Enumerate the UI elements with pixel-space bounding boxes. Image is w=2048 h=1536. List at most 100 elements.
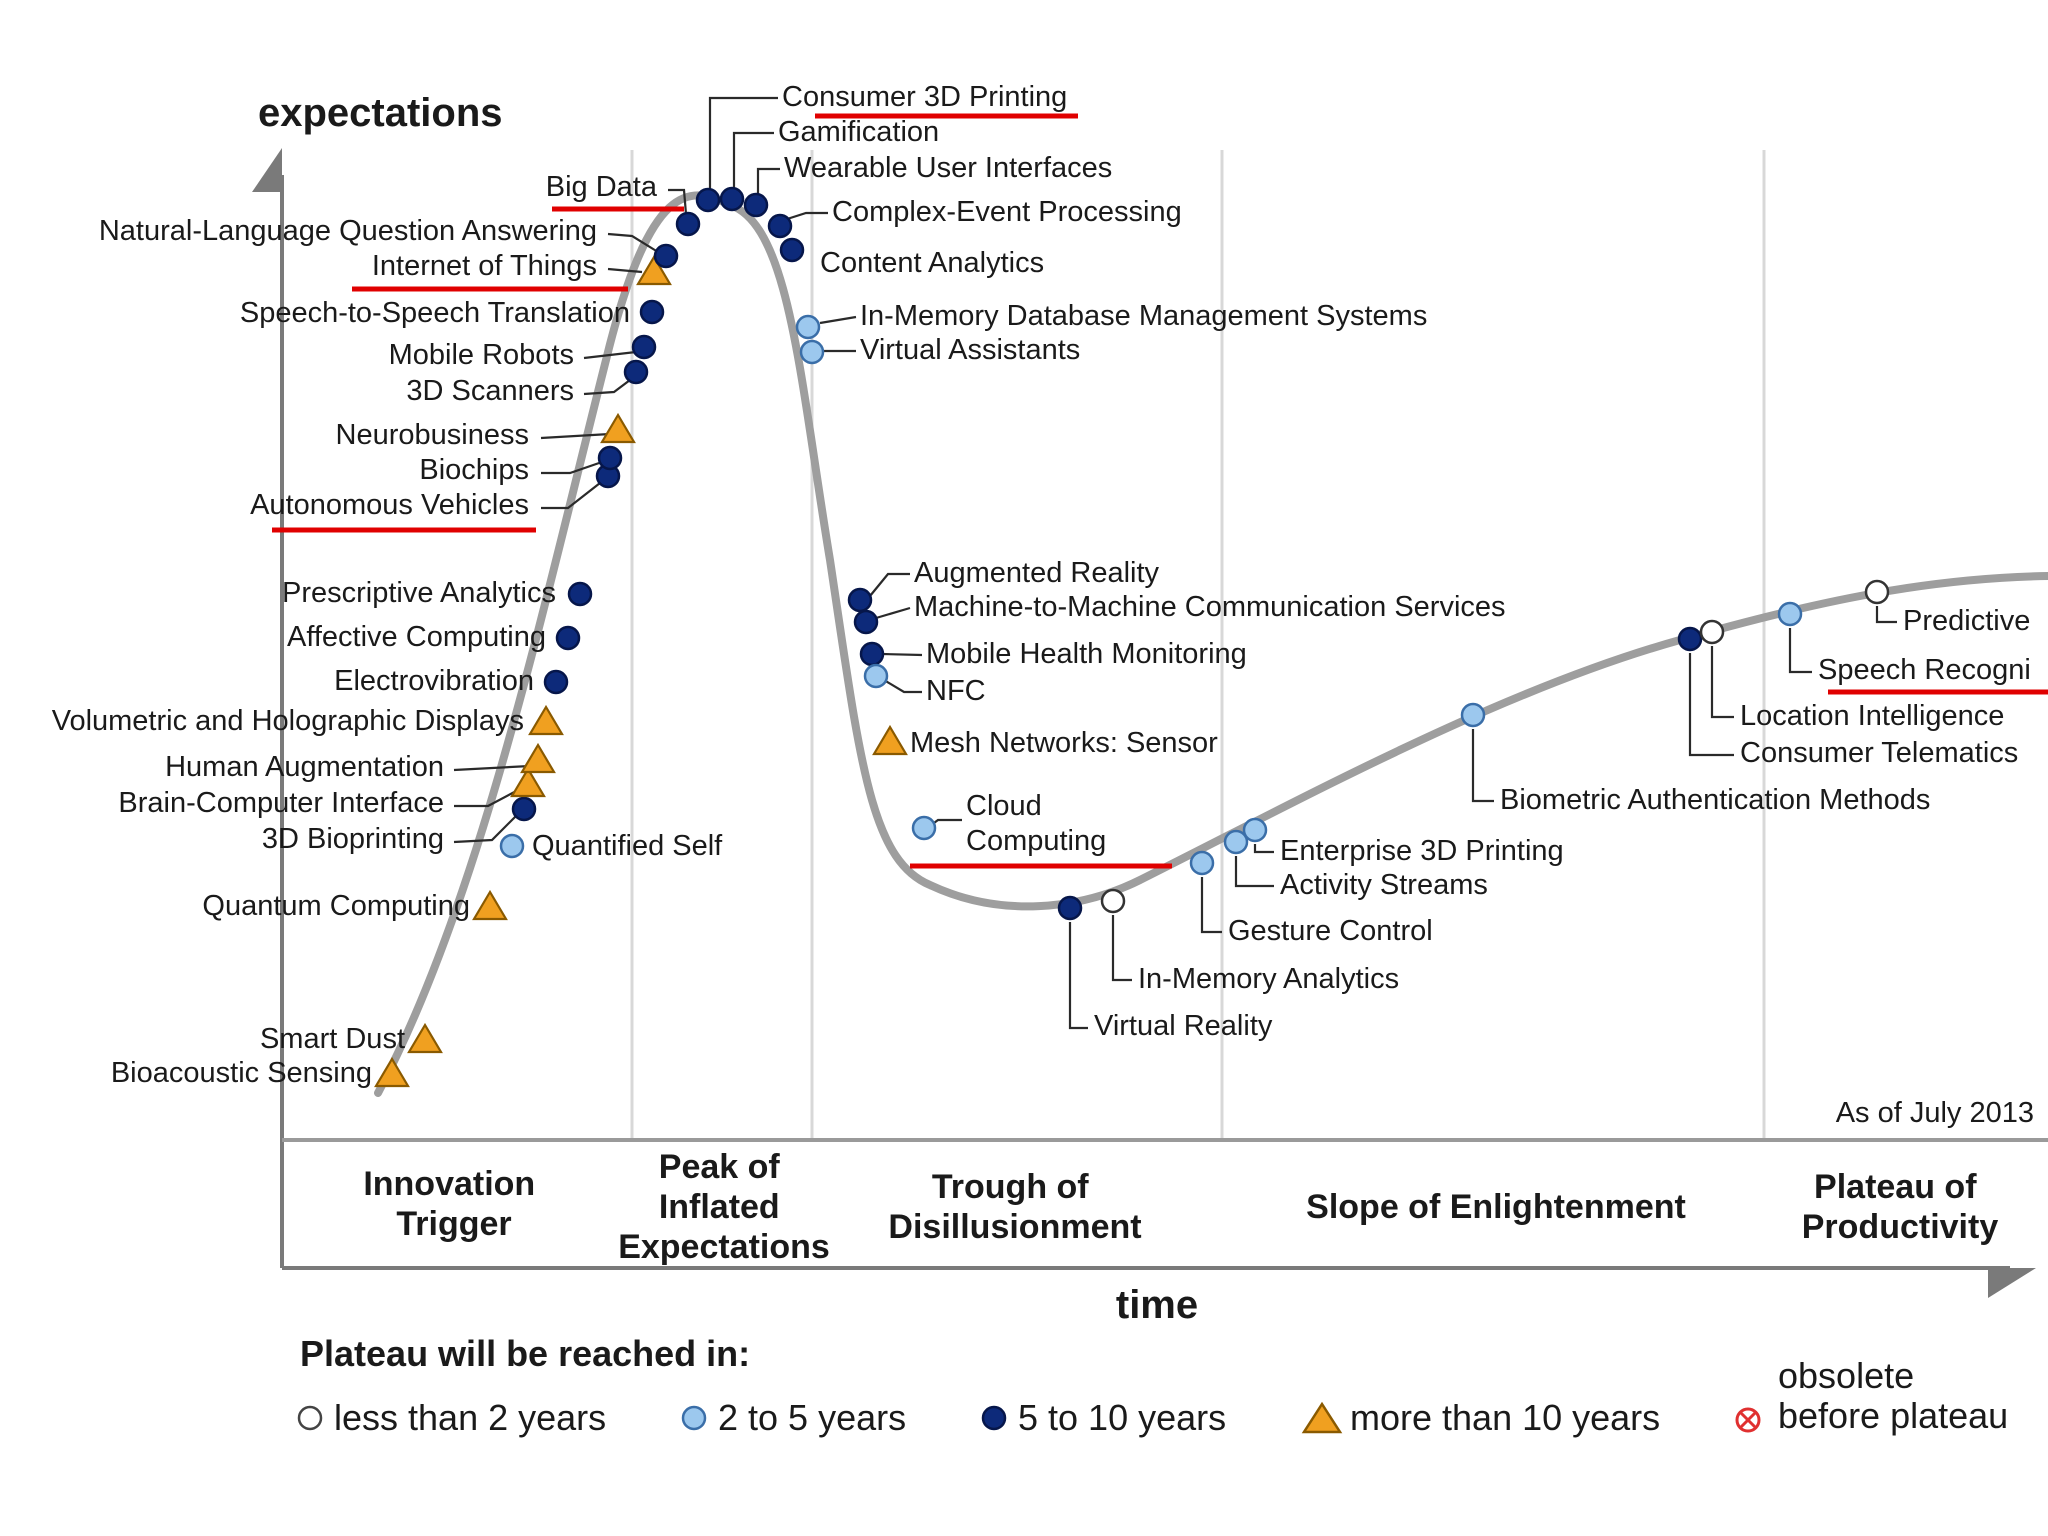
leader-line-nfc <box>883 679 922 694</box>
label-gesture-control: Gesture Control <box>1228 915 1433 947</box>
label-predictive: Predictive <box>1903 605 2030 637</box>
x-axis-arrowhead <box>1988 1268 2036 1298</box>
marker-smart-dust <box>407 1022 443 1054</box>
marker-in-memory-analytics <box>1100 888 1126 914</box>
phase-2-line-1: Peak of <box>659 1148 781 1186</box>
marker-natural-language-question-answering <box>653 243 679 269</box>
x-axis-title: time <box>1116 1283 1198 1327</box>
marker-enterprise-3d-printing <box>1242 817 1268 843</box>
leader-line-enterprise-3d-printing <box>1253 844 1274 854</box>
phase-1-line-1: Innovation <box>363 1165 535 1203</box>
axes <box>252 148 2048 1298</box>
label-3d-scanners: 3D Scanners <box>406 375 574 407</box>
marker-quantified-self <box>499 833 525 859</box>
legend-title: Plateau will be reached in: <box>300 1333 750 1374</box>
label-natural-language-question-answering: Natural-Language Question Answering <box>99 215 597 247</box>
legend-marker-obsolete-icon <box>1735 1407 1761 1433</box>
technology-markers <box>374 186 1890 1088</box>
phase-slope: Slope of Enlightenment <box>1306 1188 1686 1226</box>
marker-machine-to-machine-communication-services <box>853 609 879 635</box>
leader-line-brain-computer-interface <box>454 788 521 808</box>
label-speech-recogni: Speech Recogni <box>1818 654 2031 686</box>
label-location-intelligence: Location Intelligence <box>1740 700 2004 732</box>
label-quantified-self: Quantified Self <box>532 830 723 862</box>
leader-line-activity-streams <box>1234 856 1274 888</box>
leader-line-virtual-reality <box>1068 922 1088 1030</box>
label-nfc: NFC <box>926 675 986 707</box>
highlight-underlines <box>272 113 2048 869</box>
label-mesh-networks-sensor: Mesh Networks: Sensor <box>910 727 1218 759</box>
phase-1-line-2: Trigger <box>396 1205 511 1243</box>
label-mobile-robots: Mobile Robots <box>389 339 574 371</box>
leader-line-in-memory-database-management-systems <box>819 315 857 325</box>
marker-3d-bioprinting <box>511 796 537 822</box>
legend-obsolete-line-1: obsolete <box>1778 1355 1914 1396</box>
phase-2-line-3: Expectations <box>618 1228 830 1266</box>
leader-line-machine-to-machine-communication-services <box>875 606 911 620</box>
leader-line-predictive <box>1875 606 1897 624</box>
label-electrovibration: Electrovibration <box>334 665 534 697</box>
leader-line-human-augmentation <box>453 764 531 772</box>
legend-obsolete-line-2: before plateau <box>1778 1395 2008 1436</box>
leader-line-gesture-control <box>1200 877 1222 934</box>
connector-lines <box>453 96 1897 1030</box>
marker-biometric-authentication-methods <box>1460 702 1486 728</box>
legend-marker-dark <box>981 1405 1007 1431</box>
marker-big-data <box>675 211 701 237</box>
label-3d-bioprinting: 3D Bioprinting <box>262 823 444 855</box>
leader-line-consumer-telematics <box>1688 653 1734 757</box>
label-content-analytics: Content Analytics <box>820 247 1044 279</box>
legend-marker-light <box>681 1405 707 1431</box>
legend-label-2-to-5: 2 to 5 years <box>718 1397 906 1438</box>
marker-predictive <box>1864 579 1890 605</box>
label-human-augmentation: Human Augmentation <box>165 751 444 783</box>
marker-gamification <box>719 186 745 212</box>
label-cloud-computing: Cloud Computing <box>966 790 1106 857</box>
label-affective-computing: Affective Computing <box>287 621 546 653</box>
leader-line-consumer-3d-printing <box>708 96 778 190</box>
marker-content-analytics <box>779 237 805 263</box>
label-consumer-telematics: Consumer Telematics <box>1740 737 2018 769</box>
label-internet-of-things: Internet of Things <box>372 250 597 282</box>
leader-line-speech-recogni <box>1788 628 1812 674</box>
label-machine-to-machine-communication-services: Machine-to-Machine Communication Service… <box>914 591 1506 623</box>
marker-biochips <box>597 445 623 471</box>
marker-gesture-control <box>1189 850 1215 876</box>
leader-line-in-memory-analytics <box>1111 915 1132 982</box>
label-virtual-reality: Virtual Reality <box>1094 1010 1273 1042</box>
phase-trough: Trough of Disillusionment <box>888 1168 1141 1246</box>
marker-neurobusiness <box>600 412 636 444</box>
marker-wearable-user-interfaces <box>743 192 769 218</box>
hype-curve <box>374 191 2048 1097</box>
marker-mobile-health-monitoring <box>859 641 885 667</box>
leader-line-wearable-user-interfaces <box>756 167 780 195</box>
phase-3-line-2: Disillusionment <box>888 1208 1141 1246</box>
label-biochips: Biochips <box>419 454 529 486</box>
leader-line-gamification <box>732 131 774 189</box>
marker-electrovibration <box>543 669 569 695</box>
marker-bioacoustic-sensing <box>374 1056 410 1088</box>
label-volumetric-and-holographic-displays: Volumetric and Holographic Displays <box>52 705 524 737</box>
legend-label-less-than-2: less than 2 years <box>334 1397 606 1438</box>
marker-mesh-networks-sensor <box>872 724 908 756</box>
phase-innovation-trigger: Innovation Trigger <box>363 1165 544 1243</box>
label-big-data: Big Data <box>546 171 658 203</box>
legend-label-5-to-10: 5 to 10 years <box>1018 1397 1226 1438</box>
leader-line-autonomous-vehicles <box>541 482 601 510</box>
marker-brain-computer-interface <box>510 766 546 798</box>
as-of-date: As of July 2013 <box>1836 1097 2034 1129</box>
phase-separators <box>630 150 1766 1140</box>
phase-5-line-2: Productivity <box>1802 1208 1999 1246</box>
marker-speech-recogni <box>1777 601 1803 627</box>
label-autonomous-vehicles: Autonomous Vehicles <box>250 489 529 521</box>
marker-virtual-reality <box>1057 895 1083 921</box>
marker-mobile-robots <box>631 334 657 360</box>
label-line-cloud-computing-2: Computing <box>966 825 1106 857</box>
leader-line-natural-language-question-answering <box>607 232 659 253</box>
phase-4-line-1: Slope of Enlightenment <box>1306 1188 1686 1226</box>
marker-internet-of-things <box>636 254 672 286</box>
marker-human-augmentation <box>520 742 556 774</box>
leader-line-internet-of-things <box>607 267 643 274</box>
leader-line-big-data <box>668 188 688 215</box>
